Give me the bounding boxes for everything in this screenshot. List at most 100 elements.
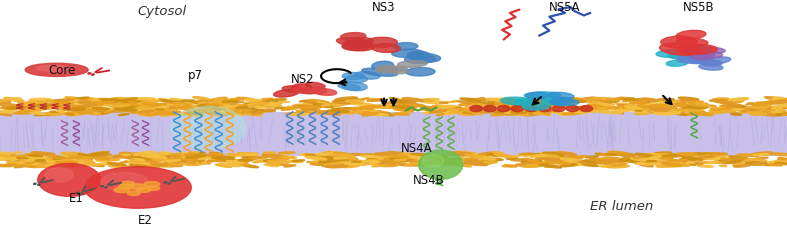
Ellipse shape: [223, 101, 238, 103]
Ellipse shape: [676, 153, 698, 155]
Ellipse shape: [687, 103, 701, 106]
Ellipse shape: [536, 98, 550, 100]
Ellipse shape: [481, 154, 490, 155]
Ellipse shape: [219, 160, 238, 163]
Ellipse shape: [450, 152, 471, 155]
Ellipse shape: [763, 162, 774, 163]
Ellipse shape: [719, 160, 731, 162]
Ellipse shape: [185, 155, 194, 156]
Ellipse shape: [0, 104, 20, 107]
Ellipse shape: [120, 153, 131, 154]
Ellipse shape: [37, 107, 56, 109]
Ellipse shape: [146, 104, 166, 106]
Ellipse shape: [66, 114, 74, 115]
Ellipse shape: [681, 159, 695, 161]
Ellipse shape: [204, 109, 220, 111]
Ellipse shape: [684, 157, 703, 161]
Ellipse shape: [537, 156, 557, 159]
Ellipse shape: [391, 152, 403, 154]
Ellipse shape: [464, 161, 484, 164]
Ellipse shape: [561, 161, 574, 163]
Ellipse shape: [548, 106, 569, 109]
Ellipse shape: [653, 113, 674, 115]
Ellipse shape: [485, 161, 497, 163]
Ellipse shape: [264, 161, 275, 162]
Ellipse shape: [53, 102, 74, 105]
Ellipse shape: [681, 100, 693, 102]
Ellipse shape: [472, 164, 487, 166]
Ellipse shape: [638, 105, 649, 107]
Ellipse shape: [532, 155, 544, 157]
Ellipse shape: [198, 163, 210, 164]
Ellipse shape: [347, 102, 362, 104]
Ellipse shape: [287, 107, 301, 109]
Ellipse shape: [46, 165, 68, 168]
Ellipse shape: [242, 157, 257, 159]
Ellipse shape: [215, 105, 230, 106]
Ellipse shape: [536, 100, 549, 102]
Ellipse shape: [334, 161, 350, 164]
Ellipse shape: [652, 154, 670, 156]
Ellipse shape: [90, 165, 102, 166]
Ellipse shape: [689, 111, 705, 113]
Ellipse shape: [390, 100, 404, 102]
Ellipse shape: [571, 111, 580, 113]
Ellipse shape: [205, 155, 216, 157]
Ellipse shape: [527, 104, 535, 105]
Ellipse shape: [156, 111, 173, 113]
Ellipse shape: [434, 156, 446, 158]
Ellipse shape: [547, 161, 561, 162]
Ellipse shape: [600, 112, 623, 114]
Ellipse shape: [586, 101, 605, 103]
Ellipse shape: [301, 109, 316, 111]
Ellipse shape: [709, 100, 733, 103]
Ellipse shape: [205, 104, 220, 107]
Ellipse shape: [114, 187, 130, 193]
Ellipse shape: [6, 107, 25, 110]
Ellipse shape: [394, 109, 412, 111]
Ellipse shape: [65, 114, 76, 116]
Ellipse shape: [113, 104, 127, 106]
Ellipse shape: [64, 156, 75, 158]
Ellipse shape: [395, 156, 406, 158]
Ellipse shape: [83, 98, 104, 102]
Ellipse shape: [524, 92, 560, 99]
Ellipse shape: [666, 162, 689, 165]
Ellipse shape: [326, 166, 348, 168]
Ellipse shape: [768, 164, 782, 166]
Ellipse shape: [195, 155, 209, 158]
Ellipse shape: [654, 152, 672, 154]
Ellipse shape: [554, 104, 571, 107]
Ellipse shape: [637, 102, 650, 104]
Ellipse shape: [150, 155, 168, 159]
Ellipse shape: [249, 105, 261, 107]
Ellipse shape: [65, 97, 83, 101]
Ellipse shape: [391, 105, 405, 107]
Ellipse shape: [316, 162, 324, 163]
Ellipse shape: [183, 106, 190, 107]
Ellipse shape: [171, 101, 185, 102]
Ellipse shape: [299, 89, 318, 94]
Ellipse shape: [362, 108, 373, 110]
Ellipse shape: [283, 86, 306, 93]
Ellipse shape: [427, 156, 448, 160]
Ellipse shape: [137, 166, 150, 168]
Ellipse shape: [366, 113, 388, 116]
Ellipse shape: [240, 108, 249, 110]
Ellipse shape: [681, 105, 700, 108]
Ellipse shape: [563, 101, 586, 104]
Ellipse shape: [375, 156, 388, 158]
Ellipse shape: [26, 111, 41, 112]
Ellipse shape: [428, 158, 437, 159]
Ellipse shape: [549, 158, 570, 160]
Ellipse shape: [238, 111, 250, 113]
Ellipse shape: [137, 159, 158, 162]
Ellipse shape: [688, 110, 699, 112]
Ellipse shape: [359, 113, 367, 114]
Ellipse shape: [502, 166, 518, 167]
Ellipse shape: [198, 106, 207, 108]
Ellipse shape: [279, 102, 290, 103]
Ellipse shape: [364, 109, 377, 112]
Ellipse shape: [556, 153, 572, 155]
Ellipse shape: [79, 102, 95, 106]
